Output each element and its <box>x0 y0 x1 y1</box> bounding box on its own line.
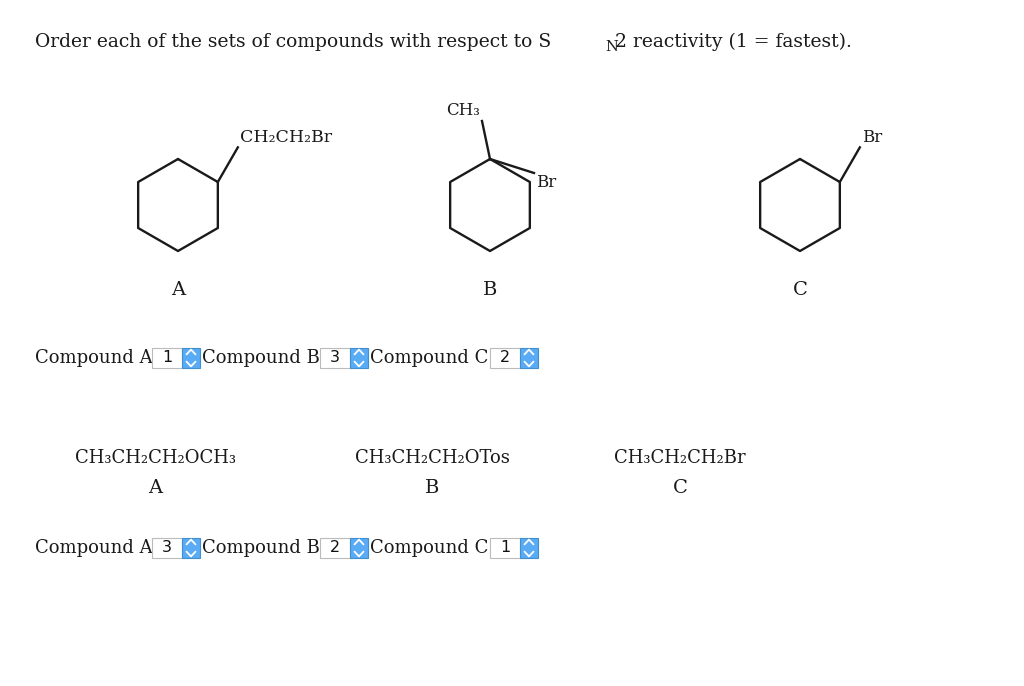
Text: Compound C: Compound C <box>370 349 488 367</box>
FancyBboxPatch shape <box>182 538 200 558</box>
Text: Compound B: Compound B <box>202 539 319 557</box>
Text: Order each of the sets of compounds with respect to S: Order each of the sets of compounds with… <box>35 33 551 51</box>
FancyBboxPatch shape <box>350 538 368 558</box>
FancyBboxPatch shape <box>520 538 538 558</box>
FancyBboxPatch shape <box>152 348 182 368</box>
FancyBboxPatch shape <box>490 538 520 558</box>
FancyBboxPatch shape <box>520 348 538 368</box>
Text: Compound A: Compound A <box>35 349 153 367</box>
FancyBboxPatch shape <box>490 348 520 368</box>
Text: 2 reactivity (1 = fastest).: 2 reactivity (1 = fastest). <box>615 33 852 51</box>
Text: 3: 3 <box>330 351 340 366</box>
Text: N: N <box>605 40 617 54</box>
Text: 1: 1 <box>162 351 172 366</box>
FancyBboxPatch shape <box>319 538 350 558</box>
Text: Compound A: Compound A <box>35 539 153 557</box>
Text: C: C <box>793 281 808 299</box>
Text: CH₃CH₂CH₂OCH₃: CH₃CH₂CH₂OCH₃ <box>75 449 236 467</box>
Text: CH₃CH₂CH₂OTos: CH₃CH₂CH₂OTos <box>354 449 509 467</box>
Text: Br: Br <box>536 174 556 191</box>
Text: CH₃CH₂CH₂Br: CH₃CH₂CH₂Br <box>614 449 745 467</box>
Text: Br: Br <box>862 130 882 146</box>
Text: 2: 2 <box>330 541 340 556</box>
FancyBboxPatch shape <box>182 348 200 368</box>
FancyBboxPatch shape <box>152 538 182 558</box>
Text: B: B <box>425 479 439 497</box>
Text: 3: 3 <box>162 541 172 556</box>
FancyBboxPatch shape <box>350 348 368 368</box>
Text: 2: 2 <box>500 351 510 366</box>
Text: Compound B: Compound B <box>202 349 319 367</box>
Text: A: A <box>171 281 185 299</box>
Text: B: B <box>482 281 498 299</box>
Text: CH₂CH₂Br: CH₂CH₂Br <box>240 130 332 146</box>
Text: 1: 1 <box>500 541 510 556</box>
Text: CH₃: CH₃ <box>446 102 480 119</box>
Text: Compound C: Compound C <box>370 539 488 557</box>
FancyBboxPatch shape <box>319 348 350 368</box>
Text: A: A <box>147 479 162 497</box>
Text: C: C <box>673 479 687 497</box>
